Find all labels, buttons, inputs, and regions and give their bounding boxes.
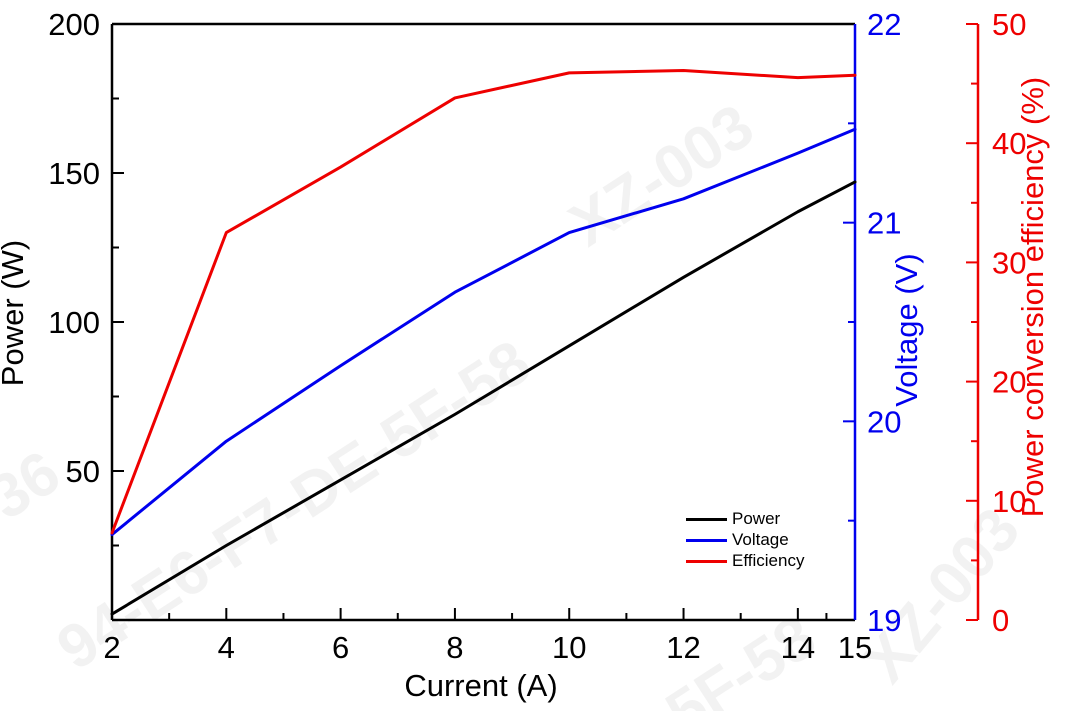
legend-line-swatch-voltage <box>686 538 727 542</box>
left-tick-label: 200 <box>48 7 100 42</box>
series-line-power <box>110 180 857 616</box>
voltage-tick-label: 22 <box>867 7 901 42</box>
voltage-axis-title: Voltage (V) <box>889 253 924 406</box>
voltage-tick-label: 21 <box>867 206 901 241</box>
series-line-voltage <box>110 127 857 537</box>
left-tick-label: 50 <box>66 454 100 489</box>
efficiency-tick-label: 50 <box>992 7 1026 42</box>
x-tick-label: 14 <box>781 630 815 665</box>
x-tick-label: 15 <box>838 630 872 665</box>
x-tick-label: 4 <box>218 630 235 665</box>
x-tick-label: 8 <box>446 630 463 665</box>
legend-label-power: Power <box>732 509 781 528</box>
efficiency-tick-label: 40 <box>992 126 1026 161</box>
left-tick-label: 100 <box>48 305 100 340</box>
efficiency-tick-label: 0 <box>992 603 1009 638</box>
efficiency-tick-label: 30 <box>992 245 1026 280</box>
series-line-efficiency <box>110 68 857 535</box>
x-tick-label: 6 <box>332 630 349 665</box>
legend-item-voltage: Voltage <box>686 531 804 549</box>
efficiency-axis-title: Power conversion efficiency (%) <box>1015 77 1050 518</box>
x-tick-label: 2 <box>103 630 120 665</box>
x-tick-label: 12 <box>666 630 700 665</box>
efficiency-tick-label: 10 <box>992 484 1026 519</box>
efficiency-tick-label: 20 <box>992 365 1026 400</box>
power-axis-title: Power (W) <box>0 240 30 386</box>
legend-item-efficiency: Efficiency <box>686 552 804 570</box>
x-tick-label: 10 <box>552 630 586 665</box>
legend-label-voltage: Voltage <box>732 530 789 549</box>
current-axis-title: Current (A) <box>404 668 557 703</box>
legend-item-power: Power <box>686 510 804 528</box>
legend-line-swatch-power <box>686 517 727 521</box>
legend: Power Voltage Efficiency <box>686 510 804 570</box>
legend-line-swatch-efficiency <box>686 559 727 563</box>
voltage-tick-label: 20 <box>867 404 901 439</box>
legend-label-efficiency: Efficiency <box>732 551 805 570</box>
voltage-tick-label: 19 <box>867 603 901 638</box>
left-tick-label: 150 <box>48 156 100 191</box>
